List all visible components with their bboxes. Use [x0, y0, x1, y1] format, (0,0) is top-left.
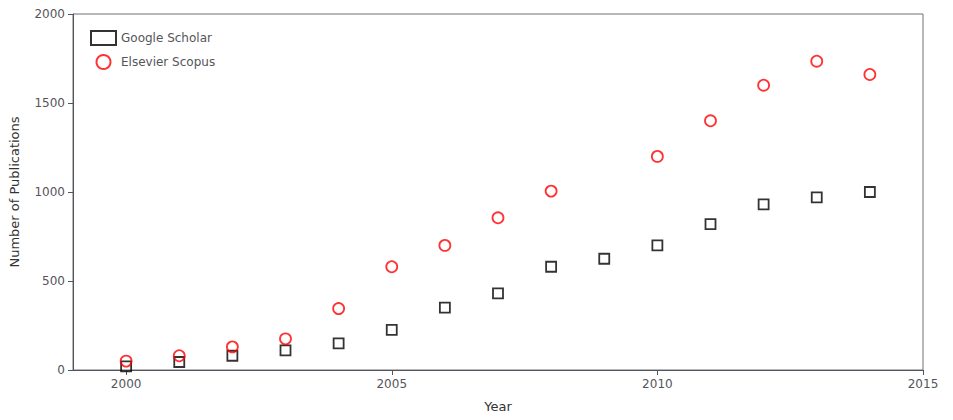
svg-text:Elsevier Scopus: Elsevier Scopus: [121, 55, 215, 69]
svg-text:0: 0: [57, 363, 65, 377]
svg-text:1000: 1000: [34, 185, 65, 199]
svg-text:2000: 2000: [34, 7, 65, 21]
svg-text:2010: 2010: [642, 377, 673, 391]
svg-text:500: 500: [42, 274, 65, 288]
svg-text:Google Scholar: Google Scholar: [121, 31, 212, 45]
svg-text:2015: 2015: [908, 377, 939, 391]
svg-text:2005: 2005: [376, 377, 407, 391]
svg-text:Year: Year: [483, 399, 512, 414]
svg-text:1500: 1500: [34, 96, 65, 110]
svg-text:2000: 2000: [111, 377, 142, 391]
svg-text:Number of Publications: Number of Publications: [7, 116, 22, 267]
